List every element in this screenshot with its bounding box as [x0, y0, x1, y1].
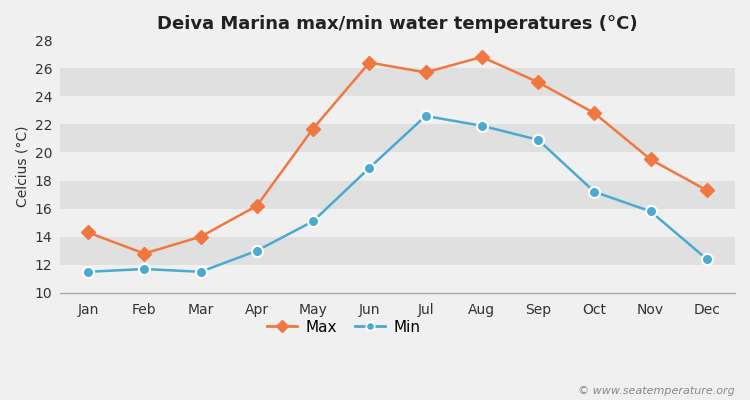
Legend: Max, Min: Max, Min [261, 314, 426, 341]
Max [421, 70, 430, 75]
Bar [60, 40, 735, 68]
Text: © www.seatemperature.org: © www.seatemperature.org [578, 386, 735, 396]
Min [252, 248, 261, 253]
Min [140, 267, 148, 272]
Max [533, 80, 542, 85]
Bar [60, 124, 735, 152]
Max [646, 157, 655, 162]
Bar [60, 209, 735, 237]
Max [308, 126, 317, 131]
Bar [60, 237, 735, 265]
Line: Max: Max [83, 52, 712, 258]
Line: Min: Min [82, 110, 712, 277]
Min [590, 189, 598, 194]
Max [140, 251, 148, 256]
Max [83, 230, 92, 235]
Max [702, 188, 711, 193]
Min [477, 123, 486, 128]
Min [533, 138, 542, 142]
Max [252, 204, 261, 208]
Bar [60, 96, 735, 124]
Bar [60, 265, 735, 293]
Min [196, 270, 205, 274]
Max [590, 111, 598, 116]
Min [421, 114, 430, 118]
Max [196, 234, 205, 239]
Min [646, 209, 655, 214]
Bar [60, 68, 735, 96]
Max [364, 60, 374, 65]
Bar [60, 152, 735, 180]
Min [702, 257, 711, 262]
Title: Deiva Marina max/min water temperatures (°C): Deiva Marina max/min water temperatures … [158, 15, 638, 33]
Min [83, 270, 92, 274]
Min [364, 166, 374, 170]
Y-axis label: Celcius (°C): Celcius (°C) [15, 126, 29, 207]
Min [308, 219, 317, 224]
Bar [60, 180, 735, 209]
Max [477, 54, 486, 59]
